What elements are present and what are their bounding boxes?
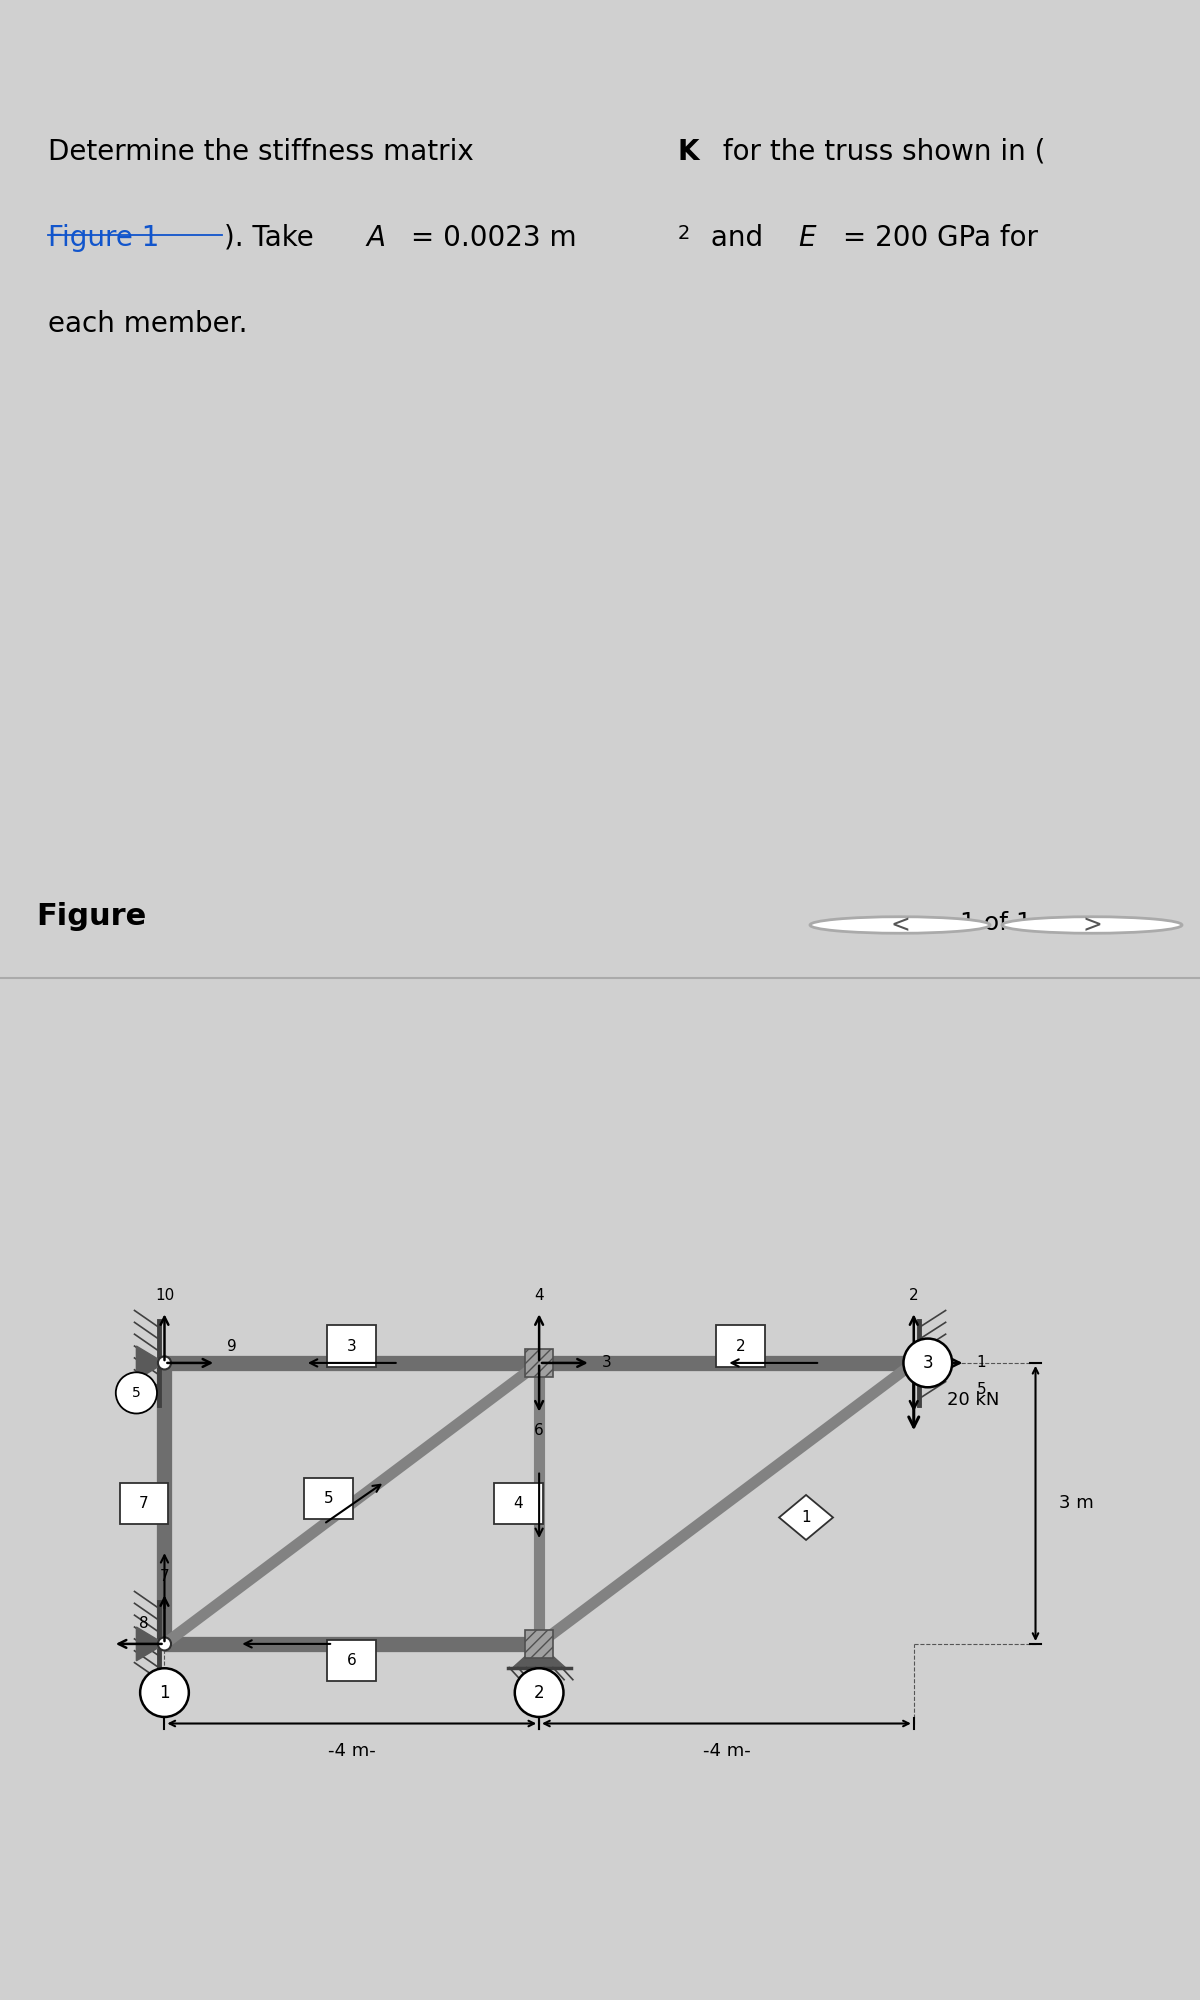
Circle shape bbox=[904, 1338, 952, 1388]
Bar bbox=[716, 1326, 764, 1366]
Circle shape bbox=[115, 1372, 157, 1414]
Text: 10: 10 bbox=[155, 1288, 174, 1302]
Polygon shape bbox=[512, 1644, 565, 1668]
Circle shape bbox=[158, 1356, 172, 1370]
Text: Figure 1: Figure 1 bbox=[48, 224, 160, 252]
Text: 5: 5 bbox=[324, 1492, 334, 1506]
Text: -4 m-: -4 m- bbox=[702, 1742, 750, 1760]
Text: 3: 3 bbox=[601, 1356, 612, 1370]
Text: E: E bbox=[798, 224, 816, 252]
Circle shape bbox=[533, 1638, 546, 1650]
Polygon shape bbox=[779, 1494, 833, 1540]
Text: 3: 3 bbox=[347, 1338, 356, 1354]
Text: 20 kN: 20 kN bbox=[947, 1392, 998, 1410]
Polygon shape bbox=[137, 1628, 164, 1660]
Circle shape bbox=[1002, 916, 1182, 934]
Text: 2: 2 bbox=[534, 1684, 545, 1702]
Text: and: and bbox=[702, 224, 772, 252]
Bar bbox=[526, 1630, 553, 1658]
Text: = 0.0023 m: = 0.0023 m bbox=[402, 224, 577, 252]
Bar bbox=[328, 1640, 376, 1682]
Text: 4: 4 bbox=[534, 1288, 544, 1302]
Text: 2: 2 bbox=[908, 1288, 918, 1302]
Bar bbox=[304, 1478, 353, 1520]
Text: 7: 7 bbox=[139, 1496, 149, 1510]
Bar bbox=[120, 1482, 168, 1524]
Text: >: > bbox=[1082, 912, 1102, 936]
Text: 1: 1 bbox=[802, 1510, 811, 1524]
Text: 4: 4 bbox=[514, 1496, 523, 1510]
Text: 6: 6 bbox=[534, 1422, 544, 1438]
Text: K: K bbox=[678, 138, 700, 166]
Circle shape bbox=[140, 1668, 188, 1716]
Text: 6: 6 bbox=[347, 1654, 356, 1668]
Text: for the truss shown in (: for the truss shown in ( bbox=[714, 138, 1045, 166]
Circle shape bbox=[515, 1668, 564, 1716]
Circle shape bbox=[810, 916, 990, 934]
Text: 5: 5 bbox=[132, 1386, 140, 1400]
Text: 1 of 1: 1 of 1 bbox=[960, 910, 1032, 934]
Text: ). Take: ). Take bbox=[224, 224, 323, 252]
Text: = 200 GPa for: = 200 GPa for bbox=[834, 224, 1038, 252]
Text: 7: 7 bbox=[160, 1568, 169, 1584]
Bar bbox=[526, 1348, 553, 1376]
Circle shape bbox=[158, 1638, 172, 1650]
Text: <: < bbox=[890, 912, 910, 936]
Text: 1: 1 bbox=[160, 1684, 170, 1702]
Text: 2: 2 bbox=[678, 224, 690, 242]
Polygon shape bbox=[137, 1346, 164, 1380]
Text: each member.: each member. bbox=[48, 310, 247, 338]
Text: 2: 2 bbox=[736, 1338, 745, 1354]
Bar bbox=[328, 1326, 376, 1366]
Text: Figure: Figure bbox=[36, 902, 146, 930]
Polygon shape bbox=[913, 1346, 942, 1380]
Text: 9: 9 bbox=[227, 1338, 236, 1354]
Text: 3: 3 bbox=[923, 1354, 934, 1372]
Text: A: A bbox=[366, 224, 385, 252]
Text: 8: 8 bbox=[139, 1616, 149, 1630]
Text: 5: 5 bbox=[977, 1382, 986, 1396]
Text: 1: 1 bbox=[977, 1356, 986, 1370]
Circle shape bbox=[907, 1356, 920, 1370]
Text: -4 m-: -4 m- bbox=[328, 1742, 376, 1760]
Text: Determine the stiffness matrix: Determine the stiffness matrix bbox=[48, 138, 482, 166]
Bar bbox=[494, 1482, 542, 1524]
Text: 3 m: 3 m bbox=[1058, 1494, 1093, 1512]
